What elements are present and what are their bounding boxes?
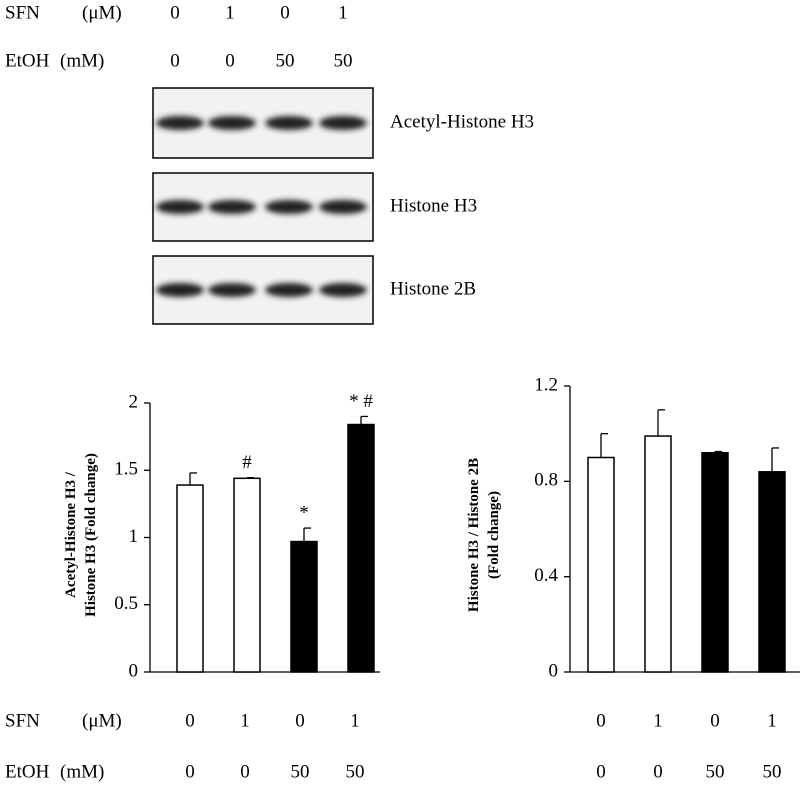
blot-band bbox=[156, 116, 204, 130]
y-axis-title-line: (Fold change) bbox=[486, 491, 502, 579]
treatment-label: SFN bbox=[5, 2, 40, 23]
treatment-value: 0 bbox=[596, 710, 606, 731]
blot-band bbox=[319, 116, 367, 130]
blot-band bbox=[156, 283, 204, 297]
blot-label: Histone H3 bbox=[390, 195, 477, 216]
treatment-unit: (μM) bbox=[82, 710, 122, 731]
bar bbox=[587, 456, 615, 673]
annotation: * bbox=[299, 502, 309, 523]
blot-band bbox=[156, 200, 204, 214]
treatment-value: 0 bbox=[170, 50, 180, 71]
blot-band bbox=[265, 283, 313, 297]
treatment-value: 0 bbox=[280, 2, 290, 23]
treatment-value: 1 bbox=[240, 710, 250, 731]
treatment-value: 50 bbox=[763, 761, 782, 782]
treatment-unit: (mM) bbox=[60, 761, 104, 782]
treatment-label: EtOH bbox=[5, 761, 50, 782]
treatment-value: 0 bbox=[596, 761, 606, 782]
y-axis-title: Acetyl-Histone H3 /Histone H3 (Fold chan… bbox=[63, 453, 99, 617]
blot-label: Histone 2B bbox=[390, 278, 476, 299]
annotation: * # bbox=[349, 391, 373, 412]
blot-band bbox=[265, 200, 313, 214]
treatment-value: 1 bbox=[338, 2, 348, 23]
bar bbox=[347, 423, 375, 673]
bar bbox=[233, 477, 261, 673]
y-axis-title-line: Histone H3 (Fold change) bbox=[83, 453, 99, 617]
y-tick-label: 0.5 bbox=[114, 593, 138, 614]
y-tick-label: 0 bbox=[549, 660, 559, 681]
bar bbox=[758, 471, 786, 673]
treatment-value: 0 bbox=[170, 2, 180, 23]
blot-band bbox=[208, 116, 256, 130]
treatment-label: EtOH bbox=[5, 50, 50, 71]
blot-band bbox=[208, 200, 256, 214]
annotation: # bbox=[242, 452, 252, 473]
treatment-value: 50 bbox=[334, 50, 353, 71]
blot-band bbox=[265, 116, 313, 130]
treatment-label: SFN bbox=[5, 710, 40, 731]
treatment-value: 50 bbox=[346, 761, 365, 782]
blot-band bbox=[319, 200, 367, 214]
y-tick-label: 1.5 bbox=[114, 459, 138, 480]
treatment-value: 50 bbox=[291, 761, 310, 782]
treatment-value: 0 bbox=[653, 761, 663, 782]
treatment-value: 0 bbox=[185, 761, 195, 782]
treatment-value: 50 bbox=[276, 50, 295, 71]
y-tick-label: 2 bbox=[129, 391, 139, 412]
y-tick-label: 0.8 bbox=[534, 470, 558, 491]
y-tick-label: 0.4 bbox=[534, 565, 558, 586]
blot-band bbox=[319, 283, 367, 297]
y-axis-title: Histone H3 / Histone 2B (Fold change) bbox=[466, 458, 502, 612]
y-tick-label: 1.2 bbox=[534, 374, 558, 395]
treatment-value: 0 bbox=[185, 710, 195, 731]
treatment-value: 1 bbox=[225, 2, 235, 23]
treatment-unit: (μM) bbox=[82, 2, 122, 23]
blot-band bbox=[208, 283, 256, 297]
y-axis-title-line: Histone H3 / Histone 2B bbox=[466, 458, 482, 612]
blot-label: Acetyl-Histone H3 bbox=[390, 111, 534, 132]
treatment-unit: (mM) bbox=[60, 50, 104, 71]
y-tick-label: 1 bbox=[129, 526, 139, 547]
treatment-value: 0 bbox=[225, 50, 235, 71]
treatment-value: 0 bbox=[240, 761, 250, 782]
bar bbox=[290, 540, 318, 673]
treatment-value: 1 bbox=[350, 710, 360, 731]
bar bbox=[176, 484, 204, 673]
treatment-value: 0 bbox=[295, 710, 305, 731]
treatment-value: 1 bbox=[767, 710, 777, 731]
treatment-value: 50 bbox=[706, 761, 725, 782]
y-tick-label: 0 bbox=[129, 660, 139, 681]
treatment-value: 0 bbox=[710, 710, 720, 731]
treatment-value: 1 bbox=[653, 710, 663, 731]
bar bbox=[701, 451, 729, 673]
y-axis-title-line: Acetyl-Histone H3 / bbox=[63, 471, 79, 598]
bar bbox=[644, 435, 672, 673]
